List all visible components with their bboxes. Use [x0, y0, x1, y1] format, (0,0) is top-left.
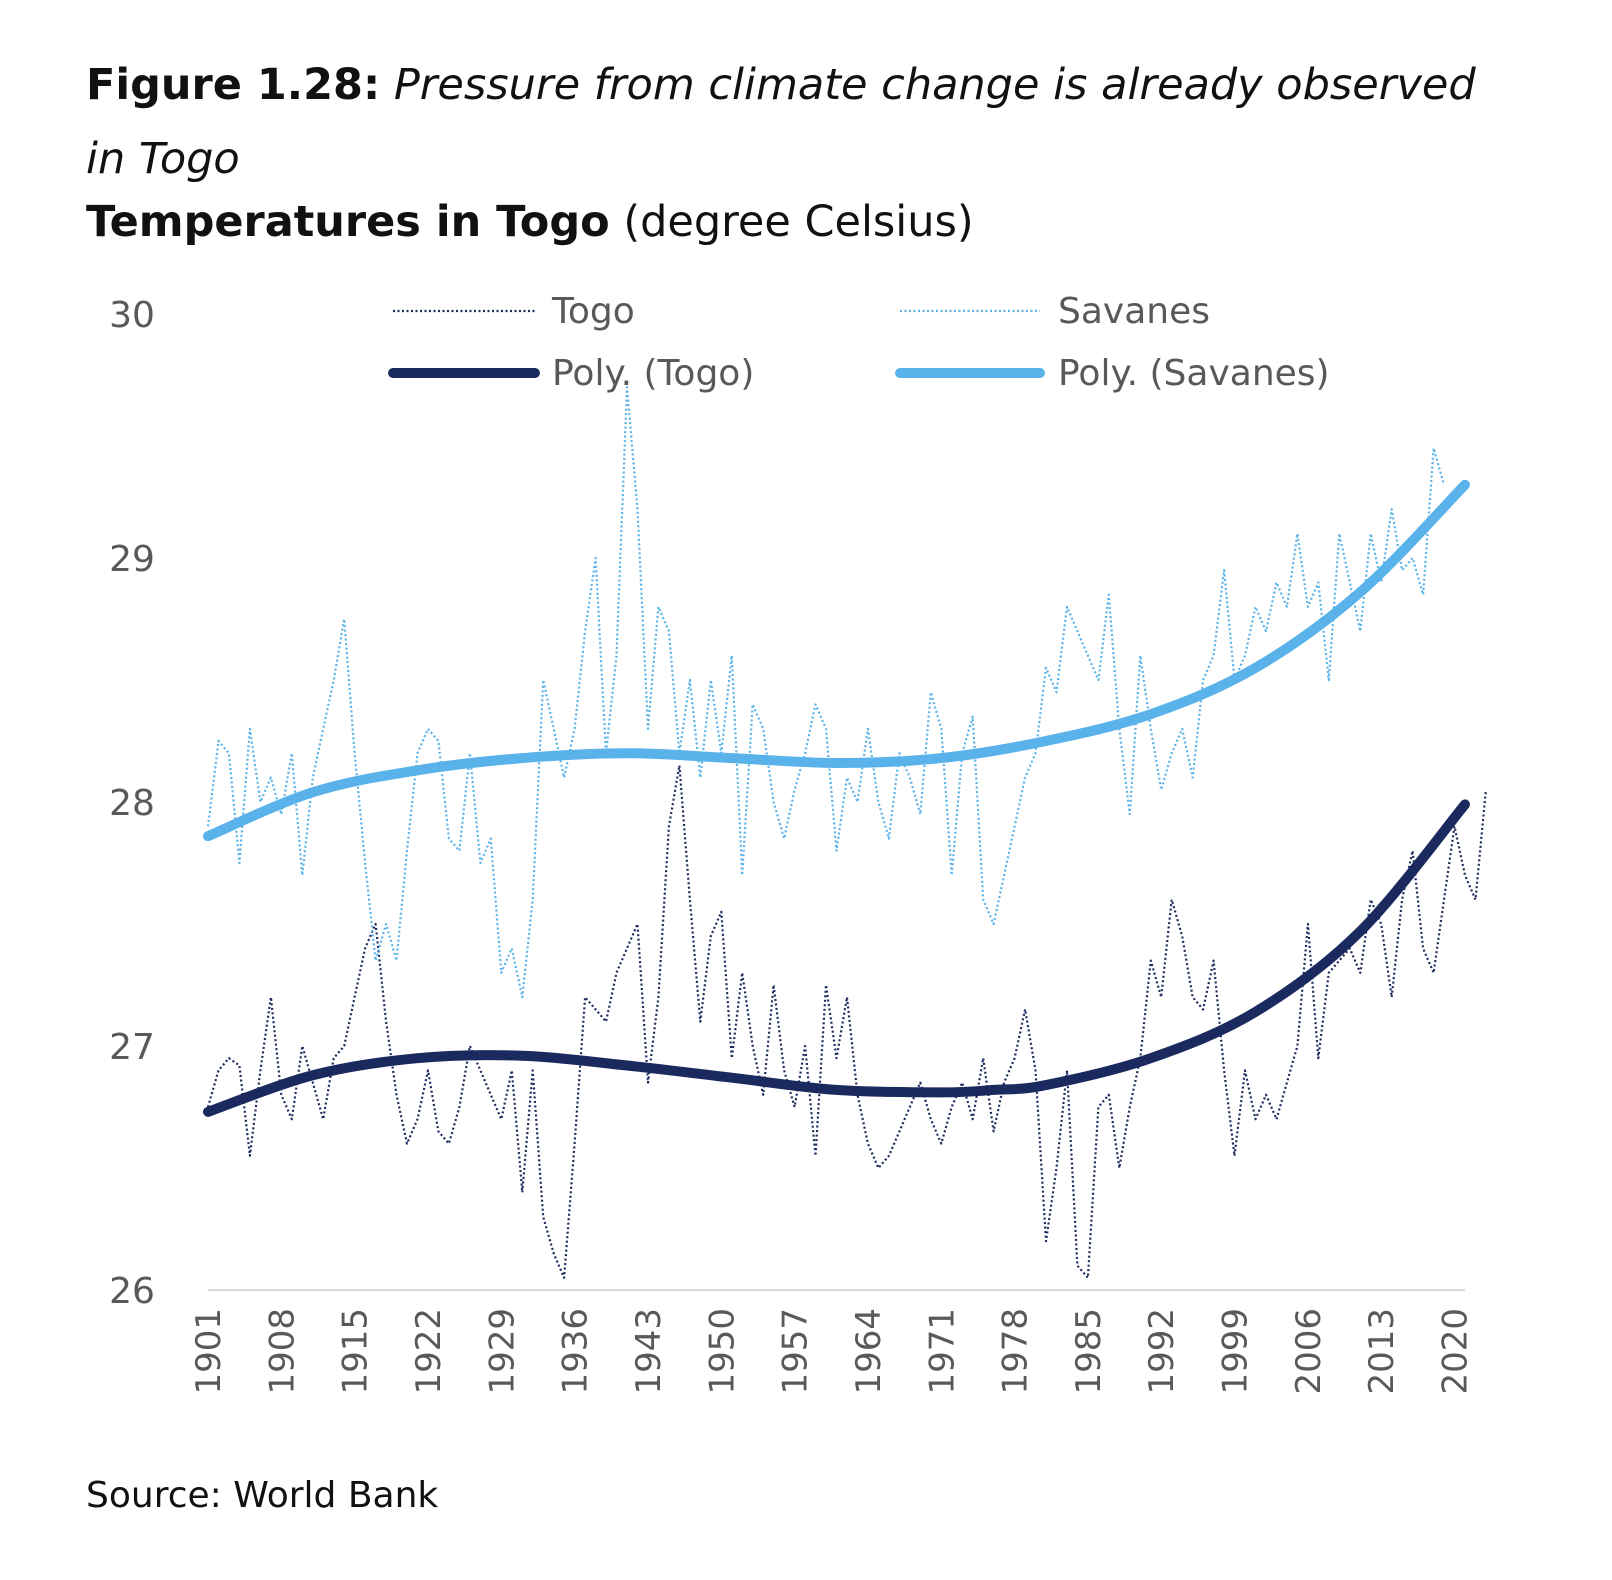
source-note: Source: World Bank	[86, 1475, 439, 1516]
chart-title-unit: (degree Celsius)	[623, 197, 974, 247]
y-tick-label: 30	[109, 295, 155, 336]
figure-title: Figure 1.28: Pressure from climate chang…	[86, 48, 1526, 196]
x-tick-label: 1943	[629, 1308, 669, 1395]
x-tick-label: 1922	[409, 1308, 449, 1395]
y-tick-label: 28	[109, 783, 155, 824]
x-tick-label: 1929	[482, 1308, 522, 1395]
x-tick-label: 1985	[1069, 1308, 1109, 1395]
series-poly-savanes	[203, 479, 1470, 842]
y-tick-label: 26	[109, 1271, 155, 1312]
x-tick-label: 1978	[996, 1308, 1036, 1395]
x-tick-label: 1915	[336, 1308, 376, 1395]
chart-title: Temperatures in Togo (degree Celsius)	[86, 192, 974, 252]
x-tick-label: 1999	[1216, 1308, 1256, 1395]
x-tick-label: 1908	[262, 1308, 302, 1395]
figure-label: Figure 1.28:	[86, 60, 381, 110]
figure-title-text: Pressure from climate change is already …	[86, 60, 1476, 184]
y-tick-label: 29	[109, 539, 155, 580]
legend-label-savanes: Savanes	[1058, 291, 1210, 332]
x-tick-label: 2006	[1289, 1308, 1329, 1395]
x-tick-label: 1992	[1142, 1308, 1182, 1395]
x-tick-label: 2013	[1362, 1308, 1402, 1395]
x-tick-label: 1950	[702, 1308, 742, 1395]
x-tick-label: 1964	[849, 1308, 889, 1395]
x-tick-label: 1901	[189, 1308, 229, 1395]
x-tick-label: 1957	[776, 1308, 816, 1395]
series-poly-togo	[203, 799, 1470, 1117]
y-tick-label: 27	[109, 1027, 155, 1068]
legend-label-togo: Togo	[551, 291, 635, 332]
x-tick-label: 2020	[1436, 1308, 1476, 1395]
series-togo	[206, 764, 1487, 1279]
legend-label-poly-togo: Poly. (Togo)	[552, 353, 754, 394]
series-savanes	[206, 386, 1446, 999]
legend-label-poly-savanes: Poly. (Savanes)	[1058, 353, 1330, 394]
x-tick-label: 1936	[556, 1308, 596, 1395]
x-tick-label: 1971	[922, 1308, 962, 1395]
chart-title-main: Temperatures in Togo	[86, 197, 610, 247]
